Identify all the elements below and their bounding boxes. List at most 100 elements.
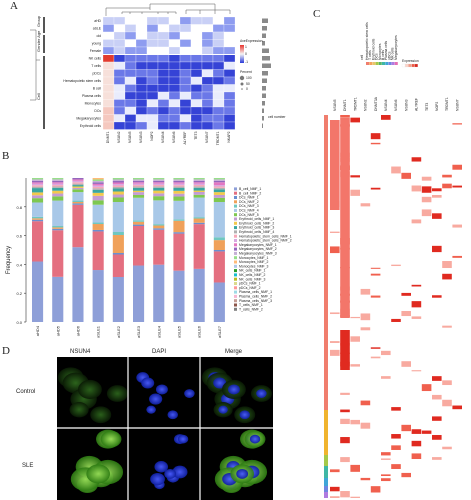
bar-segment [173,178,185,180]
bar-segment [112,253,124,255]
column-label: NSUN4 [161,131,165,143]
heatmap-cell [223,54,236,63]
legend-label: NK_cells_NMF_1 [239,269,265,273]
bar-segment [153,264,165,322]
row-group-label: Gender Age [36,30,41,52]
bar-segment [32,218,44,220]
cell-body [100,430,122,448]
bar-segment [52,183,64,186]
legend-swatch [234,273,237,277]
panel-a-heatmap: Group Gender Age Cell aHD aSLE old young Fem… [30,3,286,145]
heatmap-cell [157,91,170,100]
heatmap-cell [190,54,203,63]
y-axis-label: Frequency [6,246,12,274]
heatmap-cell [201,91,214,100]
legend-title-percent: Percent [240,70,252,74]
heatmap-cell [135,31,148,40]
legend-swatch [234,251,237,255]
heatmap-cell [124,114,137,123]
bar-segment [32,178,44,180]
heatmap-cell [411,284,422,287]
bar-segment [32,180,44,183]
nucleus [154,461,169,473]
legend-label: Monocytes_NMF_3 [239,264,269,268]
heatmap-cell [146,69,159,78]
legend-swatch [234,213,237,217]
expression-swatch [408,63,412,68]
heatmap-cell [212,84,225,93]
row-group-label: Cell [36,93,41,100]
bar-segment [32,192,44,196]
legend-label: Hematopoietic_stem_cells_NMF_2 [239,239,292,243]
gene-label: NOP2 [435,102,439,111]
nucleus [172,465,188,479]
heatmap-cell [421,209,432,217]
heatmap-cell [401,361,411,367]
bar-segment [72,186,84,188]
heatmap-cell [179,76,192,85]
gene-label: NSUN2 [364,99,368,111]
bar-segment [52,179,64,181]
bar-segment [92,231,104,271]
heatmap-cell [421,186,432,193]
nucleus [164,468,177,479]
bar-segment [32,182,44,184]
dendrogram-top [105,3,231,16]
heatmap-cell [360,288,371,295]
cell-number-bar [262,71,268,76]
bar-segment [52,185,64,187]
bar-segment [133,197,145,221]
legend-swatch [234,221,237,225]
x-tick-label: aHD4 [35,325,40,336]
bar-segment [92,182,104,184]
legend-label: Megakaryocytes_NMF_3 [239,252,277,256]
heatmap-cell [179,39,192,48]
bar-segment [133,180,145,183]
heatmap-cell [179,54,192,63]
heatmap-cell [190,84,203,93]
legend-label: Plasma_cells_NMF_3 [239,299,272,303]
bar-segment [52,186,64,188]
row-group-annotations [30,17,45,129]
heatmap-cell [201,31,214,40]
cell-number-bar [262,63,271,68]
legend-label: T cells [368,50,372,60]
cell-number-bar [262,86,266,91]
legend-label: Erythroid_cells_NMF_4 [239,230,274,234]
bar-segment [32,185,44,187]
heatmap-cell [432,213,442,219]
heatmap-cell [223,114,236,123]
heatmap-cell [157,46,170,55]
heatmap-cell [135,76,148,85]
bar-segment [133,187,145,191]
heatmap-cell [190,16,203,25]
bar-segment [92,185,104,187]
legend-label: Plasma_cells_NMF_1 [239,290,272,294]
legend-label: B cells [381,50,385,60]
bar-segment [92,186,104,189]
bar-segment [193,194,205,198]
heatmap-cell [212,61,225,70]
bar-segment [72,203,84,205]
heatmap-cell [381,452,391,456]
heatmap-cell [212,106,225,115]
nucleus [155,384,168,395]
legend-swatch [234,277,237,281]
heatmap-cell [168,46,181,55]
x-tick-label: aSLE1 [96,325,101,338]
heatmap-cell [190,114,203,123]
bar-segment [213,194,225,198]
bar-segment [173,185,185,187]
legend-label: Erythroid_cells_NMF_3 [239,226,274,230]
heatmap-cell [102,106,115,115]
cell-number-bar [262,101,265,106]
cell-body [106,385,128,402]
bar-segment [112,181,124,183]
heatmap-cell [157,114,170,123]
heatmap-cell [179,106,192,115]
panel-letter-d: D [2,345,10,357]
bar-segment [133,183,145,186]
legend-label: DCs_NMF_3 [239,204,259,208]
legend-label: T_cells_NMF_1 [239,303,263,307]
legend-label: Plasma_cells_NMF_2 [239,295,272,299]
